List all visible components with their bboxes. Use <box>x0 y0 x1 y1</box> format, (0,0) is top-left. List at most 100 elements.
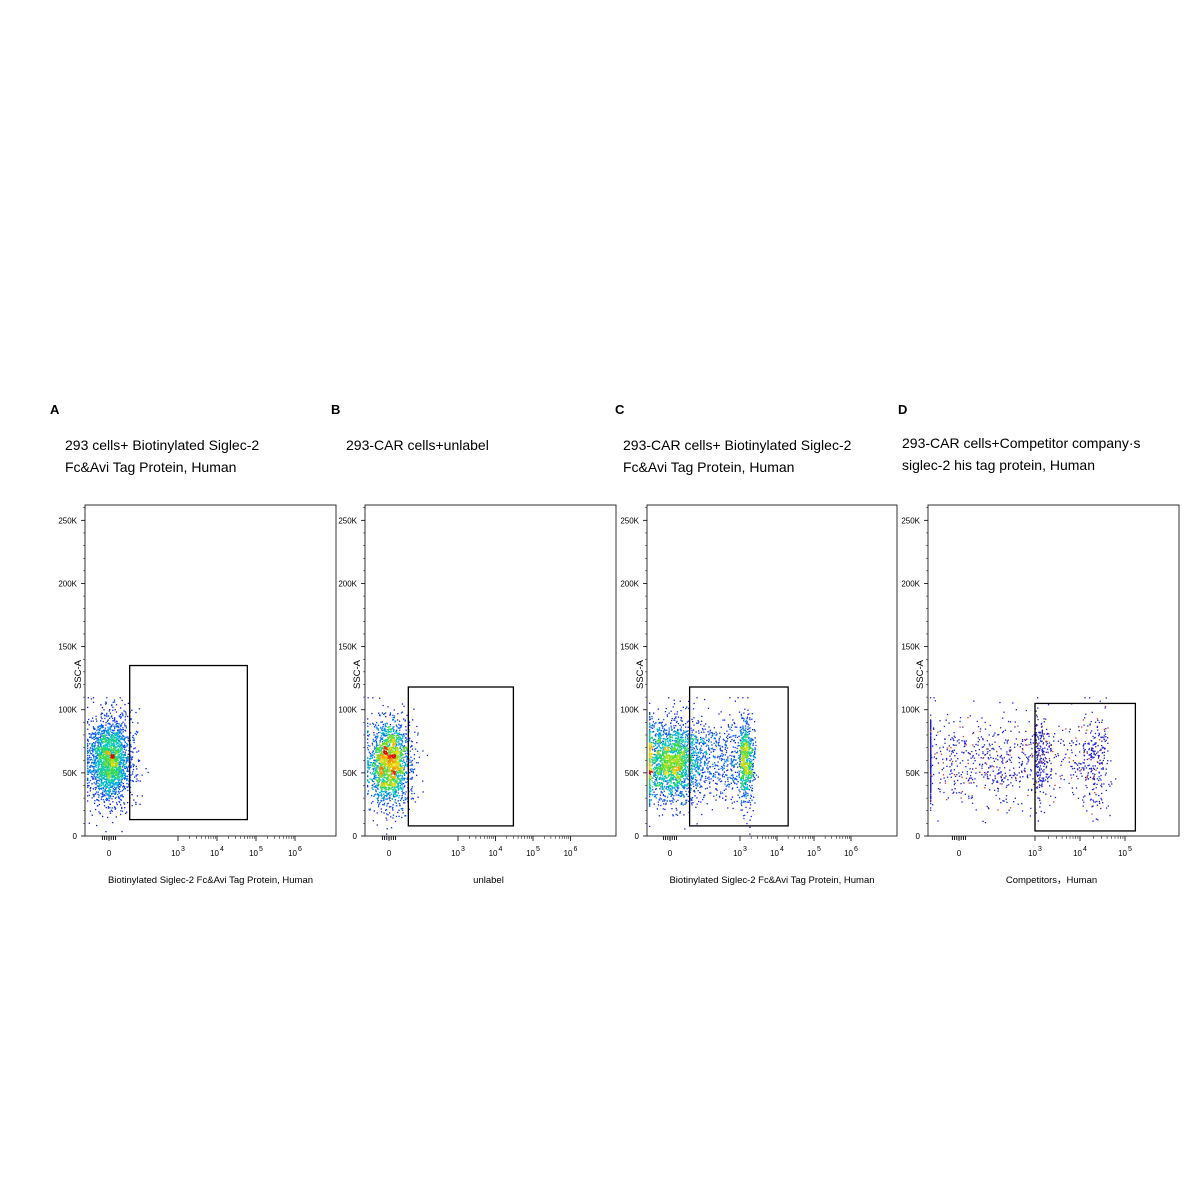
data-point <box>374 773 376 776</box>
data-point <box>384 785 386 787</box>
data-point <box>98 760 100 762</box>
data-point <box>99 729 101 731</box>
data-point <box>97 793 99 795</box>
data-point <box>670 748 672 750</box>
data-point <box>382 771 384 773</box>
data-point <box>111 763 113 765</box>
data-point <box>401 753 403 755</box>
data-point <box>136 751 138 753</box>
data-point <box>106 748 108 750</box>
data-point <box>98 747 100 749</box>
data-point <box>94 800 96 802</box>
data-point <box>100 759 103 761</box>
data-point <box>112 759 114 761</box>
data-point <box>368 808 370 810</box>
data-point <box>650 793 652 796</box>
data-point <box>669 779 671 781</box>
data-point <box>137 760 140 762</box>
data-point <box>104 768 107 771</box>
data-point <box>116 775 118 777</box>
data-point <box>95 762 97 764</box>
data-point <box>108 766 110 768</box>
data-point <box>400 808 402 810</box>
data-point <box>389 753 391 755</box>
data-point <box>116 756 119 758</box>
data-point <box>404 771 407 773</box>
data-point <box>390 749 393 751</box>
data-point <box>105 778 107 780</box>
data-point <box>128 765 130 767</box>
data-point <box>387 733 389 735</box>
data-point <box>103 714 106 716</box>
data-point <box>397 789 399 791</box>
data-point <box>394 793 396 795</box>
data-point <box>398 720 401 722</box>
data-point <box>132 734 134 737</box>
data-point <box>371 757 374 759</box>
data-point <box>411 768 413 770</box>
data-point <box>376 824 378 826</box>
data-point <box>100 785 102 787</box>
data-point <box>389 755 391 757</box>
data-point <box>377 777 379 779</box>
data-point <box>411 770 413 772</box>
data-point <box>383 783 385 786</box>
data-point <box>672 797 674 799</box>
data-point <box>414 748 417 750</box>
data-point <box>127 715 129 718</box>
data-point <box>406 777 408 780</box>
data-point <box>368 768 370 770</box>
data-point <box>386 722 388 724</box>
data-point <box>110 754 113 756</box>
data-point <box>139 780 141 782</box>
data-point <box>108 766 110 769</box>
data-point <box>116 739 118 741</box>
data-point <box>113 734 115 736</box>
data-point <box>382 797 384 799</box>
data-point <box>112 786 114 788</box>
data-point <box>105 797 108 800</box>
data-point <box>93 749 95 751</box>
data-point <box>382 747 384 750</box>
data-point <box>108 753 110 755</box>
data-point <box>87 778 89 780</box>
data-point <box>113 757 115 759</box>
data-point <box>388 766 390 768</box>
data-point <box>101 787 103 789</box>
data-point <box>411 793 413 795</box>
x-tick-exponent: 5 <box>259 846 263 853</box>
data-point <box>683 757 685 759</box>
data-point <box>698 751 700 753</box>
data-point <box>119 765 121 768</box>
data-point <box>393 739 395 742</box>
data-point <box>96 754 99 756</box>
data-points <box>649 697 759 835</box>
data-point <box>372 784 374 786</box>
data-point <box>377 756 379 758</box>
data-point <box>102 730 104 732</box>
data-point <box>114 719 116 721</box>
data-point <box>88 761 90 763</box>
data-point <box>652 759 654 761</box>
data-point <box>391 734 393 736</box>
data-point <box>374 769 376 771</box>
data-point <box>382 779 385 781</box>
data-point <box>674 745 677 747</box>
data-point <box>373 756 376 758</box>
data-point <box>422 750 424 752</box>
data-point <box>99 752 101 754</box>
data-point <box>396 770 398 772</box>
data-point <box>671 764 673 766</box>
data-point <box>387 802 389 804</box>
data-point <box>118 729 120 731</box>
data-point <box>113 699 116 701</box>
data-point <box>377 757 380 760</box>
data-point <box>651 731 654 733</box>
data-point <box>121 795 123 797</box>
data-point <box>120 779 122 781</box>
data-point <box>115 789 117 791</box>
data-point <box>401 735 404 738</box>
data-point <box>384 743 386 745</box>
y-tick-label: 100K <box>338 706 357 715</box>
